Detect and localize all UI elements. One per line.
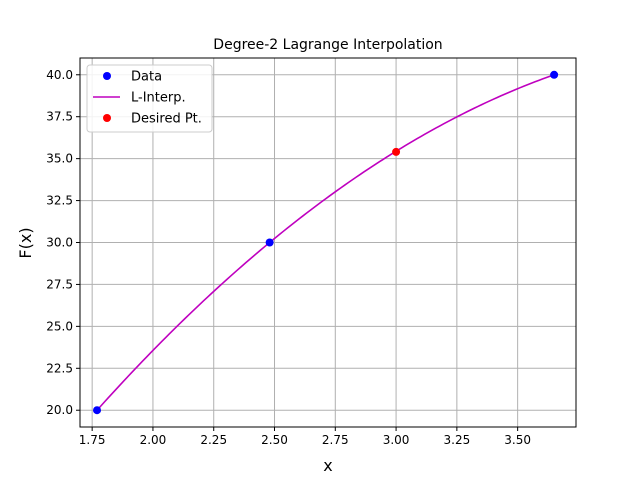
x-tick-label: 2.25 [200, 433, 227, 447]
y-tick-label: 22.5 [46, 361, 73, 375]
desired-pt-point [392, 147, 401, 156]
y-tick-label: 30.0 [46, 236, 73, 250]
y-tick-label: 32.5 [46, 194, 73, 208]
interpolation-line [96, 74, 555, 411]
data-point [265, 238, 274, 247]
y-tick-label: 27.5 [46, 277, 73, 291]
x-tick-label: 1.75 [79, 433, 106, 447]
x-axis-label: x [323, 456, 332, 475]
data-point [93, 406, 102, 415]
y-tick-label: 35.0 [46, 152, 73, 166]
x-tick-label: 2.50 [261, 433, 288, 447]
x-tick-label: 2.75 [322, 433, 349, 447]
legend: Data L-Interp. Desired Pt. [86, 64, 213, 133]
y-tick-label: 20.0 [46, 403, 73, 417]
plot-series [93, 70, 559, 415]
data-point [550, 70, 559, 79]
x-tick-label: 3.00 [383, 433, 410, 447]
grid [80, 58, 576, 427]
x-tick-label: 2.00 [140, 433, 167, 447]
legend-l-interp-label: L-Interp. [131, 91, 186, 106]
y-axis-ticks: 20.0 22.5 25.0 27.5 30.0 32.5 35.0 37.5 40.0 [46, 68, 80, 417]
legend-desired-pt-swatch [103, 114, 111, 122]
legend-data-label: Data [131, 70, 162, 85]
y-tick-label: 25.0 [46, 319, 73, 333]
legend-desired-pt-label: Desired Pt. [131, 112, 202, 127]
chart-title: Degree-2 Lagrange Interpolation [213, 37, 442, 53]
y-tick-label: 40.0 [46, 68, 73, 82]
x-tick-label: 3.25 [444, 433, 471, 447]
x-tick-label: 3.50 [504, 433, 531, 447]
legend-box [86, 64, 213, 133]
y-tick-label: 37.5 [46, 110, 73, 124]
y-axis-label: F(x) [16, 227, 35, 258]
x-axis-ticks: 1.75 2.00 2.25 2.50 2.75 3.00 3.25 3.50 [79, 427, 531, 447]
legend-data-swatch [103, 72, 111, 80]
